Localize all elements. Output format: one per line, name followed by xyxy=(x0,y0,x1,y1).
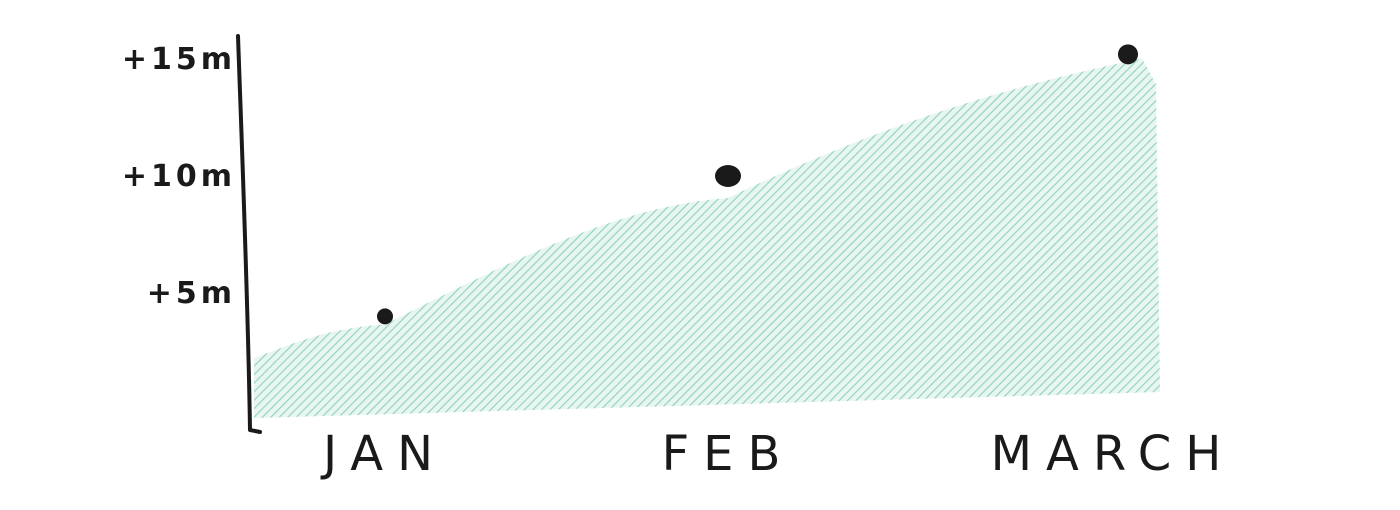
x-category-label: MARCH xyxy=(991,426,1236,482)
y-tick-label: +10m xyxy=(122,159,236,194)
x-category-label: FEB xyxy=(662,426,795,482)
data-point xyxy=(377,308,393,325)
y-tick-label: +15m xyxy=(122,42,236,77)
series-area xyxy=(254,58,1160,418)
y-tick-label: +5m xyxy=(147,276,236,311)
y-axis-line xyxy=(236,34,262,434)
data-point xyxy=(715,165,741,187)
data-point xyxy=(1118,44,1138,65)
x-category-label: JAN xyxy=(320,426,447,482)
